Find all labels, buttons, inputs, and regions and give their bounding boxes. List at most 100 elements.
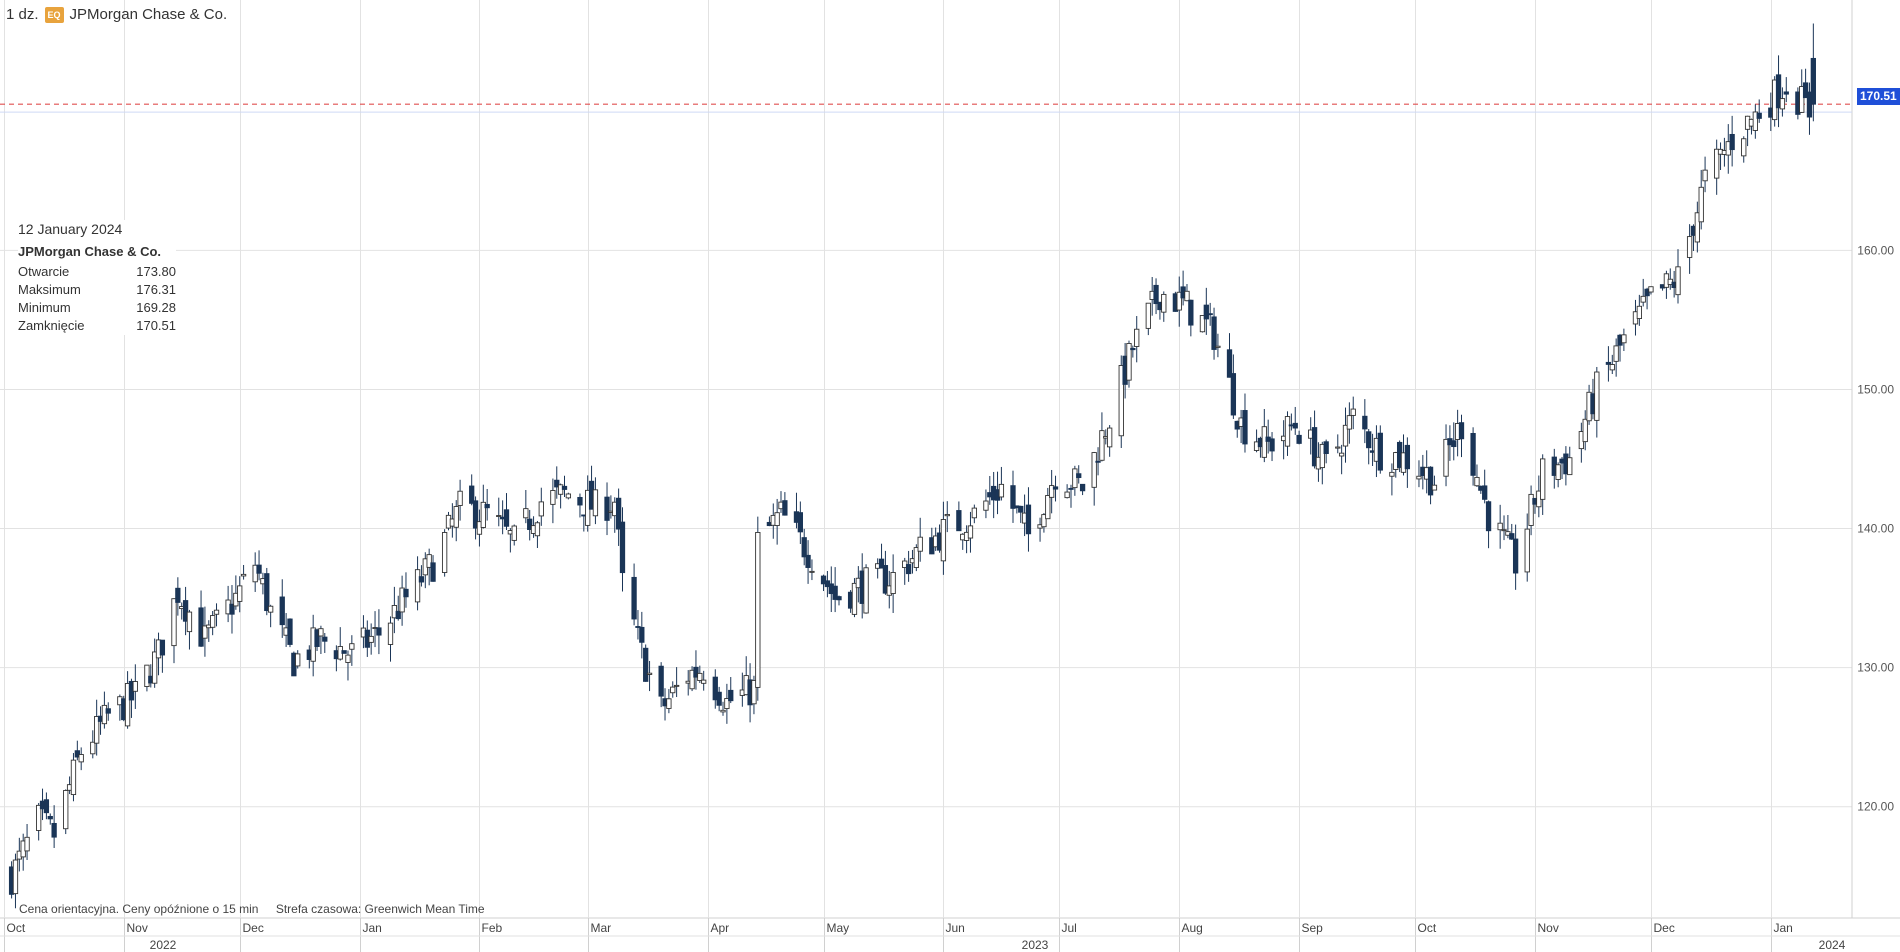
tooltip-row-low: Minimum 169.28 <box>18 299 176 317</box>
x-month-label: Oct <box>1418 921 1437 935</box>
candle-body <box>1126 343 1132 381</box>
candles <box>8 23 1816 909</box>
candle-body <box>673 684 680 687</box>
y-tick-label: 130.00 <box>1857 661 1894 675</box>
candle-body <box>944 513 950 517</box>
candle-body <box>376 627 382 636</box>
candle-body <box>890 572 896 594</box>
candle-body <box>577 496 583 506</box>
candle-body <box>12 859 19 895</box>
candle-body <box>36 804 42 831</box>
candle-body <box>267 605 274 613</box>
candle-body <box>1470 432 1476 476</box>
candle-body <box>1485 501 1492 532</box>
candle-body <box>1161 293 1167 313</box>
candle-body <box>1018 505 1024 513</box>
candle-body <box>619 521 626 574</box>
candle-body <box>476 521 483 535</box>
candle-body <box>1528 493 1534 526</box>
candle-body <box>403 588 409 598</box>
candle-body <box>983 500 989 511</box>
candle-body <box>503 509 510 527</box>
candle-body <box>387 622 394 645</box>
candle-body <box>1416 475 1422 480</box>
x-month-label: May <box>827 921 850 935</box>
candle-body <box>341 650 347 654</box>
candle-body <box>322 636 328 642</box>
candle-body <box>751 679 757 705</box>
candle-body <box>279 596 285 626</box>
tooltip-value: 169.28 <box>136 300 176 315</box>
y-tick-label: 140.00 <box>1857 522 1894 536</box>
candle-body <box>797 512 803 533</box>
candle-body <box>697 672 703 681</box>
candle-body <box>1729 133 1735 151</box>
tooltip-row-open: Otwarcie 173.80 <box>18 263 176 281</box>
candle-body <box>1799 86 1805 113</box>
candle-body <box>511 525 517 541</box>
tooltip-label: Minimum <box>18 300 71 315</box>
candle-body <box>105 708 111 714</box>
candle-body <box>1567 457 1573 476</box>
price-axis[interactable]: 120.00 130.00 140.00 150.00 160.00 <box>1857 243 1894 813</box>
candle-body <box>639 626 645 643</box>
candle-body <box>1292 422 1298 429</box>
interval-label[interactable]: 1 dz. <box>6 6 39 23</box>
candle-body <box>1010 485 1016 509</box>
candle-body <box>186 611 193 633</box>
candle-body <box>1072 468 1078 489</box>
candle-body <box>1350 408 1356 416</box>
candle-body <box>63 790 69 830</box>
candle-body <box>1404 444 1411 470</box>
candle-body <box>1049 485 1055 498</box>
candle-body <box>43 799 50 814</box>
candle-body <box>237 585 243 602</box>
candle-body <box>1079 483 1086 492</box>
candle-body <box>24 836 30 852</box>
candle-body <box>1242 410 1248 445</box>
x-month-label: Aug <box>1182 921 1203 935</box>
candle-body <box>1269 438 1275 452</box>
tooltip-value: 176.31 <box>136 282 176 297</box>
grid-lines <box>0 0 1900 919</box>
x-month-label: Mar <box>591 921 612 935</box>
candle-body <box>480 501 486 528</box>
candle-body <box>1052 486 1059 490</box>
candle-body <box>1609 364 1615 371</box>
candle-body <box>561 485 568 490</box>
candle-body <box>1130 348 1136 351</box>
candle-body <box>453 506 459 528</box>
x-month-label: Oct <box>7 921 26 935</box>
candle-body <box>693 666 699 678</box>
candle-body <box>1686 236 1693 258</box>
candle-body <box>1675 266 1681 296</box>
candle-body <box>441 532 448 573</box>
candle-body <box>1555 464 1561 480</box>
candle-body <box>345 654 351 663</box>
candle-body <box>1099 430 1105 461</box>
candle-body <box>1605 361 1612 365</box>
x-month-label: Nov <box>127 921 148 935</box>
candle-body <box>1644 288 1650 297</box>
candle-body <box>414 569 421 603</box>
time-axis[interactable]: Oct Nov Dec Jan Feb Mar Apr May Jun Jul Aug Sep Oct N… <box>0 918 1900 952</box>
candle-body <box>314 629 320 647</box>
candle-body <box>1741 138 1747 157</box>
candle-body <box>1076 473 1082 479</box>
candle-body <box>646 672 653 675</box>
candle-body <box>287 618 293 645</box>
tooltip-label: Maksimum <box>18 282 81 297</box>
tooltip-row-high: Maksimum 176.31 <box>18 281 176 299</box>
candle-body <box>1540 458 1546 500</box>
candle-body <box>1752 111 1758 131</box>
candle-body <box>554 479 560 488</box>
candle-body <box>240 573 247 577</box>
candle-body <box>171 598 177 647</box>
candle-body <box>1474 476 1480 487</box>
delay-disclaimer: Cena orientacyjna. Ceny opóźnione o 15 m… <box>19 902 259 916</box>
candle-body <box>1451 440 1457 448</box>
candle-body <box>670 686 676 694</box>
candle-body <box>1338 452 1345 457</box>
candle-body <box>1389 471 1395 477</box>
